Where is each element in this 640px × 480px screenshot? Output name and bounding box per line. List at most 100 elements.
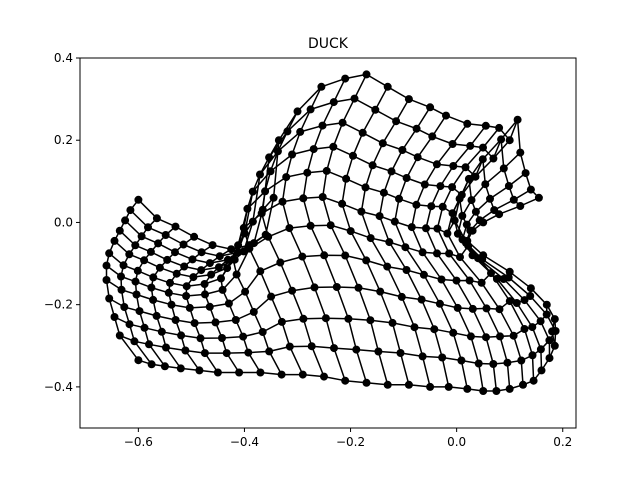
data-point	[223, 264, 232, 273]
data-point	[330, 344, 338, 353]
data-point	[402, 266, 411, 274]
data-point	[277, 370, 286, 379]
data-point	[452, 276, 461, 285]
data-point	[218, 285, 227, 294]
data-point	[144, 223, 152, 232]
mesh-points	[102, 70, 560, 395]
data-point	[299, 194, 308, 203]
data-point	[463, 119, 472, 128]
data-point	[172, 269, 181, 278]
data-point	[448, 209, 457, 218]
data-point	[171, 222, 180, 231]
data-point	[278, 197, 287, 206]
data-point	[181, 346, 190, 355]
data-point	[401, 243, 410, 252]
mesh-column-line	[378, 106, 450, 388]
data-point	[436, 182, 445, 191]
data-point	[438, 353, 447, 362]
data-point	[269, 193, 278, 202]
data-point	[119, 261, 128, 270]
y-tick-label: −0.2	[44, 298, 73, 312]
data-point	[366, 234, 375, 243]
data-point	[442, 111, 450, 120]
data-point	[505, 267, 514, 276]
chart-title: DUCK	[308, 36, 349, 52]
mesh-column-line	[425, 125, 498, 392]
data-point	[383, 380, 392, 389]
data-point	[346, 227, 355, 236]
data-point	[495, 123, 504, 132]
data-point	[444, 382, 453, 391]
data-point	[293, 107, 302, 116]
data-point	[453, 229, 462, 238]
data-point	[385, 238, 394, 247]
data-point	[179, 240, 188, 249]
data-point	[126, 206, 135, 215]
data-point	[388, 318, 397, 327]
data-point	[548, 327, 557, 336]
data-point	[207, 270, 216, 279]
data-point	[117, 285, 126, 294]
data-point	[214, 263, 223, 272]
data-point	[536, 345, 545, 354]
data-point	[432, 160, 441, 169]
data-point	[453, 303, 462, 312]
data-point	[505, 384, 514, 393]
data-point	[383, 82, 392, 91]
data-point	[542, 300, 551, 309]
data-point	[189, 273, 198, 282]
data-point	[550, 341, 559, 350]
data-point	[167, 300, 176, 309]
data-point	[154, 239, 163, 248]
data-point	[163, 255, 172, 264]
data-point	[520, 296, 529, 305]
data-point	[249, 307, 258, 316]
x-tick-label: −0.6	[124, 435, 153, 449]
data-point	[404, 380, 413, 389]
data-point	[499, 164, 508, 173]
data-point	[467, 196, 476, 205]
data-point	[140, 323, 149, 332]
data-point	[329, 142, 338, 151]
data-point	[234, 241, 243, 250]
data-point	[244, 348, 253, 357]
data-point	[147, 283, 156, 292]
data-point	[105, 294, 114, 303]
mesh-column-line	[281, 86, 346, 381]
data-point	[362, 256, 371, 265]
data-point	[509, 195, 518, 204]
data-point	[426, 382, 435, 391]
data-point	[166, 278, 174, 287]
data-point	[435, 299, 444, 308]
data-point	[471, 172, 480, 181]
data-point	[457, 356, 466, 365]
data-point	[497, 135, 506, 144]
data-point	[427, 202, 436, 211]
data-point	[211, 318, 220, 327]
data-point	[267, 292, 276, 301]
data-point	[196, 334, 205, 343]
data-point	[248, 187, 257, 196]
x-tick-label: 0.2	[553, 435, 572, 449]
data-point	[402, 174, 411, 182]
data-point	[298, 252, 307, 261]
data-point	[110, 236, 119, 245]
data-point	[188, 255, 197, 264]
data-point	[161, 231, 170, 239]
data-point	[448, 140, 457, 148]
data-point	[218, 334, 226, 342]
data-point	[516, 202, 525, 210]
data-point	[517, 356, 526, 365]
data-point	[466, 332, 475, 341]
data-point	[152, 311, 161, 320]
data-point	[390, 217, 399, 226]
data-point	[115, 226, 124, 235]
data-point	[419, 270, 428, 279]
data-point	[307, 342, 316, 351]
data-point	[542, 310, 551, 319]
mesh-row-line	[108, 196, 468, 287]
data-point	[536, 317, 545, 326]
data-point	[550, 315, 559, 324]
data-point	[412, 200, 421, 209]
data-point	[482, 333, 490, 342]
